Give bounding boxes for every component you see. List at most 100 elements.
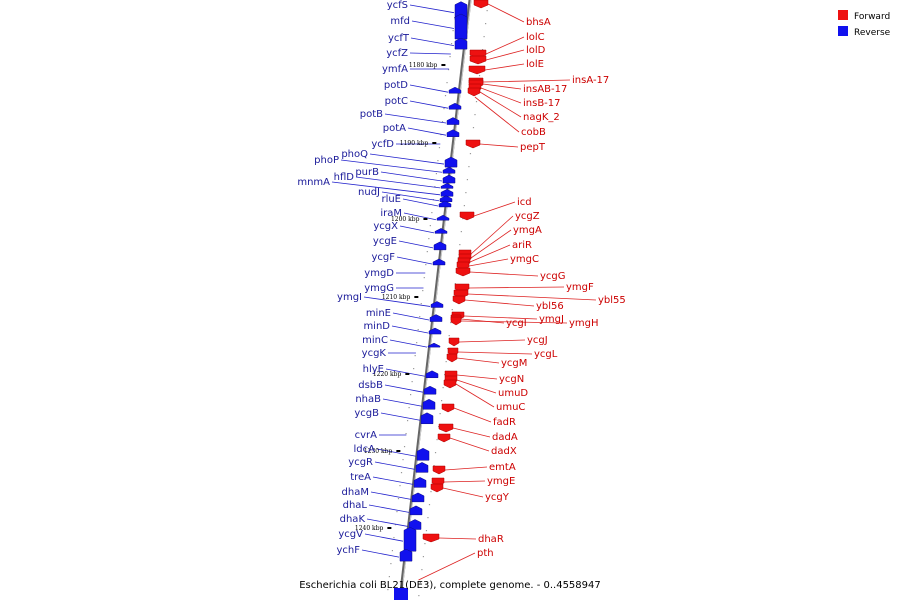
forward-gene-label: fadR	[493, 417, 516, 428]
forward-connector	[487, 3, 525, 23]
forward-gene-label: ybl56	[536, 301, 564, 312]
reverse-gene-label: cvrA	[355, 430, 378, 441]
forward-gene-label: pepT	[520, 142, 546, 153]
track-dot	[454, 17, 456, 19]
reverse-gene-arrow	[416, 448, 430, 461]
reverse-connector	[385, 368, 426, 377]
reverse-connector	[411, 20, 455, 29]
reverse-connector	[380, 171, 443, 182]
reverse-gene-arrow	[409, 505, 423, 516]
track-dot	[486, 10, 488, 12]
reverse-gene-arrow	[399, 548, 413, 562]
reverse-connector	[410, 37, 455, 46]
forward-connector	[470, 215, 514, 255]
reverse-gene-label: ycgV	[338, 529, 363, 540]
track-dot	[421, 569, 423, 571]
reverse-gene-arrow	[403, 526, 417, 552]
track-dot	[413, 368, 415, 370]
track-dot	[451, 309, 453, 311]
reverse-gene-arrow	[440, 189, 454, 197]
reverse-gene-label: ymgD	[364, 268, 394, 279]
forward-gene-label: ycgY	[485, 492, 510, 503]
reverse-connector	[331, 181, 441, 196]
reverse-gene-label: ymgG	[364, 283, 394, 294]
forward-connector	[474, 96, 520, 133]
reverse-gene-arrow	[411, 492, 425, 503]
forward-gene-label: insA-17	[572, 75, 609, 86]
reverse-connector	[398, 240, 434, 249]
forward-gene-label: ycgZ	[515, 211, 540, 222]
reverse-gene-arrow	[429, 314, 443, 322]
reverse-gene-arrow	[448, 86, 462, 94]
reverse-gene-label: minE	[366, 308, 391, 319]
track-dot	[460, 231, 462, 233]
reverse-gene-label: ymgI	[337, 292, 362, 303]
track-dot	[405, 433, 407, 435]
reverse-connector	[355, 176, 441, 189]
reverse-gene-label: ycfT	[388, 33, 410, 44]
reverse-gene-arrow	[440, 183, 454, 189]
track-dot	[459, 244, 461, 246]
reverse-connector	[381, 191, 440, 202]
track-dot	[442, 387, 444, 389]
track-dot	[433, 465, 435, 467]
forward-connector	[479, 91, 522, 118]
forward-connector	[479, 143, 519, 148]
forward-connector	[480, 87, 522, 104]
forward-connector	[443, 480, 486, 483]
forward-gene-label: insB-17	[523, 98, 561, 109]
forward-gene-arrow	[441, 403, 455, 413]
forward-connector	[484, 63, 525, 71]
forward-gene-label: icd	[517, 197, 532, 208]
reverse-gene-arrow	[427, 342, 441, 348]
reverse-gene-label: dhaL	[343, 500, 368, 511]
forward-gene-arrow	[467, 87, 481, 97]
forward-connector	[470, 229, 512, 259]
reverse-gene-label: nhaB	[355, 394, 381, 405]
track-dot	[391, 550, 394, 552]
legend-forward-label: Forward	[854, 12, 890, 22]
forward-gene-label: dhaR	[478, 534, 504, 545]
forward-gene-label: umuD	[498, 388, 528, 399]
reverse-gene-arrow	[454, 37, 468, 50]
track-dot	[418, 595, 420, 597]
reverse-gene-arrow	[438, 200, 452, 208]
forward-gene-label: pth	[477, 548, 494, 559]
kbp-tick-label: 1240 kbp	[355, 525, 384, 532]
forward-gene-arrow	[450, 316, 462, 326]
track-dot	[427, 517, 429, 519]
reverse-gene-label: dhaK	[340, 514, 366, 525]
kbp-tick-label: 1190 kbp	[400, 140, 429, 147]
forward-gene-label: dadX	[491, 446, 517, 457]
reverse-connector	[368, 504, 410, 513]
forward-connector	[460, 318, 505, 324]
track-dot	[472, 127, 475, 129]
track-dot	[474, 114, 476, 116]
reverse-connector	[364, 533, 404, 542]
backbone-line	[398, 0, 472, 600]
forward-gene-arrow	[448, 337, 460, 347]
kbp-tick-mark	[387, 527, 392, 529]
track-dot	[435, 173, 438, 175]
reverse-connector	[384, 384, 424, 393]
genome-backbone	[387, 0, 488, 600]
track-dot	[417, 329, 419, 331]
reverse-gene-arrow	[454, 13, 468, 40]
forward-gene-label: ymgJ	[539, 314, 564, 325]
track-dot	[468, 166, 470, 168]
reverse-gene-arrow	[439, 195, 453, 202]
track-dot	[483, 36, 485, 38]
forward-gene-arrow	[468, 65, 486, 75]
forward-connector	[456, 374, 498, 380]
track-dot	[439, 413, 441, 415]
reverse-gene-arrow	[420, 412, 434, 425]
kbp-tick-mark	[432, 142, 437, 144]
reverse-gene-arrow	[434, 228, 448, 234]
reverse-gene-arrow	[430, 301, 444, 308]
forward-connector	[473, 201, 516, 217]
reverse-gene-label: purB	[355, 167, 379, 178]
kbp-tick-label: 1210 kbp	[382, 294, 411, 301]
forward-connector	[438, 537, 477, 540]
track-dot	[394, 524, 397, 526]
track-dot	[462, 218, 464, 220]
